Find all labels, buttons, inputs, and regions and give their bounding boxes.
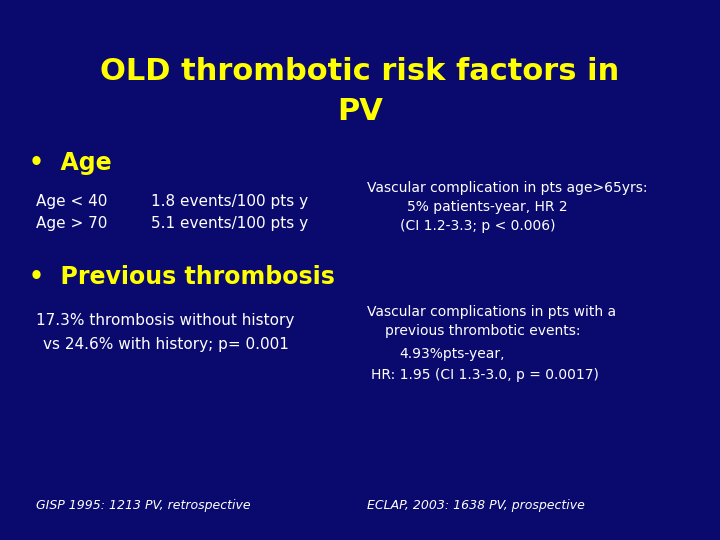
Text: Vascular complications in pts with a: Vascular complications in pts with a — [367, 305, 616, 319]
Text: Age > 70: Age > 70 — [36, 216, 107, 231]
Text: 4.93%pts-year,: 4.93%pts-year, — [400, 347, 505, 361]
Text: ECLAP, 2003: 1638 PV, prospective: ECLAP, 2003: 1638 PV, prospective — [367, 500, 585, 512]
Text: previous thrombotic events:: previous thrombotic events: — [385, 324, 581, 338]
Text: Age < 40: Age < 40 — [36, 194, 107, 210]
Text: 5% patients-year, HR 2: 5% patients-year, HR 2 — [407, 200, 567, 214]
Text: 17.3% thrombosis without history: 17.3% thrombosis without history — [36, 313, 294, 328]
Text: Vascular complication in pts age>65yrs:: Vascular complication in pts age>65yrs: — [367, 181, 648, 195]
Text: HR: 1.95 (CI 1.3-3.0, p = 0.0017): HR: 1.95 (CI 1.3-3.0, p = 0.0017) — [371, 368, 598, 382]
Text: OLD thrombotic risk factors in: OLD thrombotic risk factors in — [100, 57, 620, 86]
Text: 5.1 events/100 pts y: 5.1 events/100 pts y — [151, 216, 308, 231]
Text: GISP 1995: 1213 PV, retrospective: GISP 1995: 1213 PV, retrospective — [36, 500, 251, 512]
Text: •  Age: • Age — [29, 151, 112, 175]
Text: •  Previous thrombosis: • Previous thrombosis — [29, 265, 335, 288]
Text: vs 24.6% with history; p= 0.001: vs 24.6% with history; p= 0.001 — [43, 338, 289, 353]
Text: PV: PV — [337, 97, 383, 126]
Text: (CI 1.2-3.3; p < 0.006): (CI 1.2-3.3; p < 0.006) — [400, 219, 555, 233]
Text: 1.8 events/100 pts y: 1.8 events/100 pts y — [151, 194, 308, 210]
